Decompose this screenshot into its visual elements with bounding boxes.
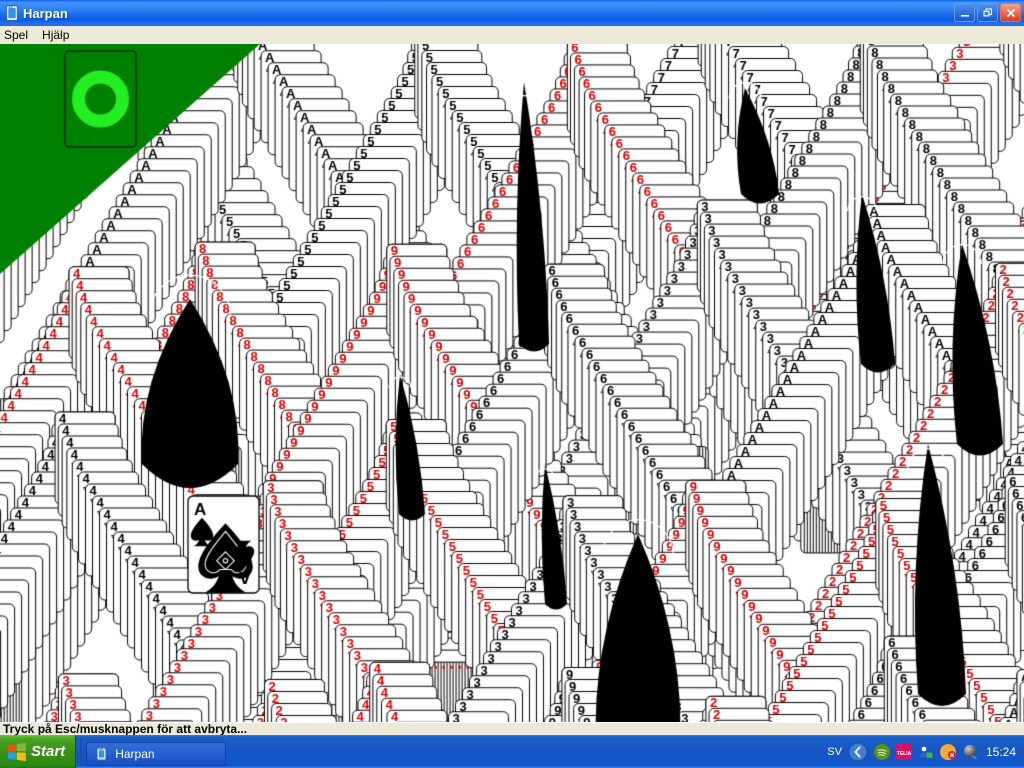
svg-text:TELIA: TELIA <box>897 751 912 757</box>
